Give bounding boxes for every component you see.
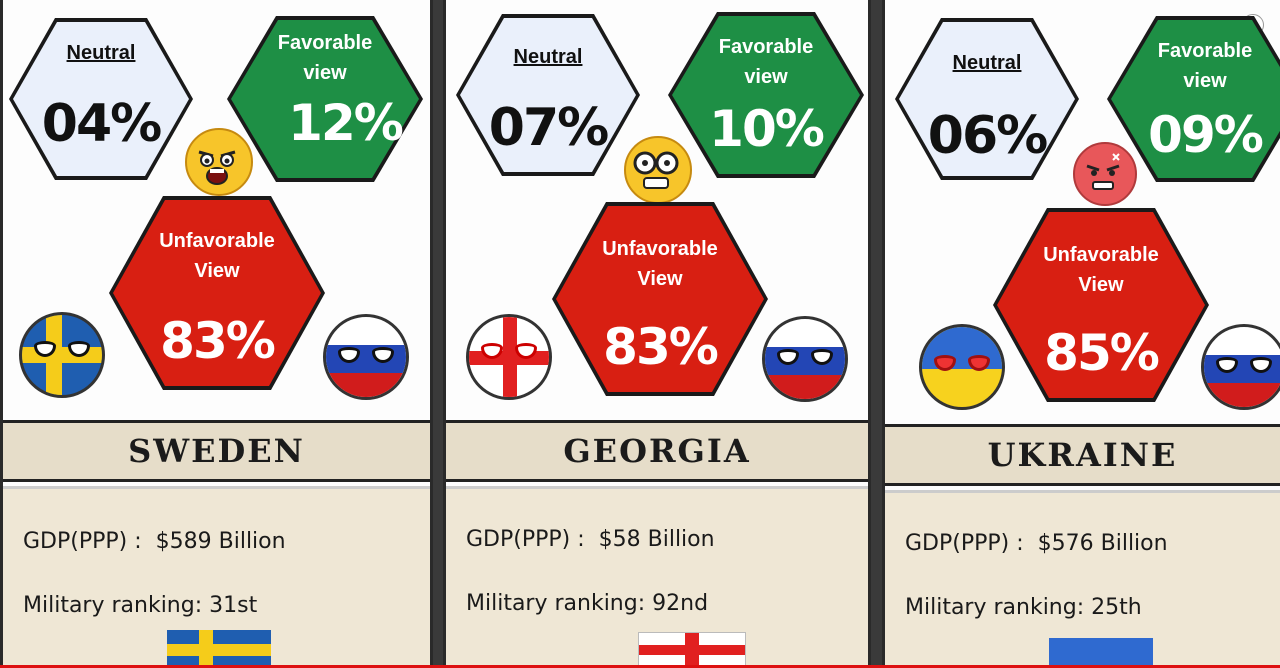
- neutral-hexagon: Neutral 04%: [9, 18, 193, 180]
- favorable-label: Favorable view: [718, 36, 814, 88]
- sweden-flag: [167, 630, 271, 668]
- unfavorable-hexagon: Unfavorable View 83%: [109, 196, 325, 390]
- panel-sweden: Neutral 04% Favorable view 12% Unfavorab…: [0, 0, 433, 668]
- neutral-value: 06%: [927, 106, 1048, 166]
- gdp-label: GDP(PPP) :: [23, 529, 142, 554]
- georgia-countryball: [466, 314, 552, 400]
- stats-area: GDP(PPP) : $58 Billion Military ranking:…: [446, 486, 868, 668]
- gdp-label: GDP(PPP) :: [905, 531, 1024, 556]
- favorable-hexagon: Favorable view 10%: [668, 12, 864, 178]
- ukraine-countryball: [919, 324, 1005, 410]
- stats-area: GDP(PPP) : $576 Billion Military ranking…: [885, 490, 1280, 668]
- favorable-hexagon: Favorable view 12%: [227, 16, 423, 182]
- angry-red-emoji: [1073, 142, 1137, 206]
- military-label: Military ranking:: [23, 593, 203, 618]
- neutral-hexagon: Neutral 06%: [895, 18, 1079, 180]
- military-label: Military ranking:: [905, 595, 1085, 620]
- gdp-row: GDP(PPP) : $576 Billion: [905, 531, 1168, 556]
- unfavorable-label: Unfavorable View: [1043, 244, 1159, 296]
- military-label: Military ranking:: [466, 591, 646, 616]
- country-name: UKRAINE: [885, 424, 1280, 486]
- gdp-value: $576 Billion: [1037, 531, 1168, 556]
- neutral-hexagon: Neutral 07%: [456, 14, 640, 176]
- russia-countryball: [762, 316, 848, 402]
- military-value: 31st: [209, 593, 258, 618]
- neutral-label: Neutral: [66, 42, 136, 64]
- military-row: Military ranking: 92nd: [466, 591, 708, 616]
- military-row: Military ranking: 31st: [23, 593, 257, 618]
- panel-georgia: Neutral 07% Favorable view 10% Unfavorab…: [443, 0, 871, 668]
- favorable-hexagon: Favorable view 09%: [1107, 16, 1280, 182]
- unfavorable-hexagon: Unfavorable View 83%: [552, 202, 768, 396]
- gdp-label: GDP(PPP) :: [466, 527, 585, 552]
- unfavorable-value: 83%: [603, 318, 719, 376]
- neutral-value: 07%: [488, 98, 609, 158]
- military-value: 92nd: [652, 591, 709, 616]
- ukraine-flag: [1049, 638, 1153, 668]
- gdp-row: GDP(PPP) : $589 Billion: [23, 529, 286, 554]
- gdp-value: $58 Billion: [598, 527, 715, 552]
- unfavorable-value: 83%: [160, 312, 276, 370]
- unfavorable-value: 85%: [1044, 324, 1160, 382]
- neutral-value: 04%: [41, 94, 162, 154]
- neutral-label: Neutral: [952, 52, 1022, 74]
- favorable-label: Favorable view: [1157, 40, 1253, 92]
- sweden-countryball: [19, 312, 105, 398]
- unfavorable-hexagon: Unfavorable View 85%: [993, 208, 1209, 402]
- favorable-label: Favorable view: [277, 32, 373, 84]
- unfavorable-label: Unfavorable View: [159, 230, 275, 282]
- progress-line: [0, 665, 1280, 668]
- country-name: SWEDEN: [3, 420, 430, 482]
- georgia-flag: [638, 632, 746, 668]
- russia-countryball: [323, 314, 409, 400]
- unfavorable-label: Unfavorable View: [602, 238, 718, 290]
- country-name: GEORGIA: [446, 420, 868, 482]
- gdp-row: GDP(PPP) : $58 Billion: [466, 527, 715, 552]
- gdp-value: $589 Billion: [155, 529, 286, 554]
- military-row: Military ranking: 25th: [905, 595, 1142, 620]
- stats-area: GDP(PPP) : $589 Billion Military ranking…: [3, 486, 430, 668]
- military-value: 25th: [1091, 595, 1142, 620]
- favorable-value: 10%: [709, 100, 825, 158]
- nerd-glasses-emoji: [624, 136, 692, 204]
- angry-shocked-emoji: [185, 128, 253, 196]
- favorable-value: 09%: [1148, 106, 1264, 164]
- favorable-value: 12%: [288, 94, 404, 152]
- neutral-label: Neutral: [513, 46, 583, 68]
- panel-ukraine: i Neutral 06% Favorable view 09% Unfavor…: [882, 0, 1280, 668]
- russia-countryball: [1201, 324, 1280, 410]
